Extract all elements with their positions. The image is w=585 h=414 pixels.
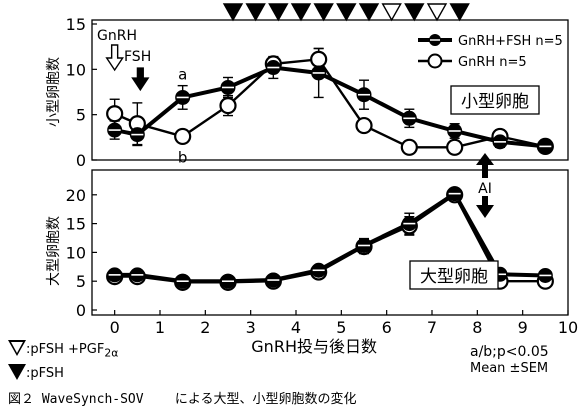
filled-triangle-icon-4 [313, 3, 334, 22]
filled-triangle-icon-3 [290, 3, 312, 22]
legend-note-open-triangle: :pFSH +PGF2α [8, 340, 118, 360]
legend-open-text: :pFSH +PGF [26, 342, 105, 357]
point-letter-a: a [178, 66, 187, 84]
filled-triangle-icon-0 [222, 3, 244, 22]
x-tick-label-5: 5 [336, 318, 346, 337]
legend-note-filled-triangle: :pFSH [8, 364, 64, 381]
legend-label-filled: GnRH+FSH n=5 [458, 34, 563, 49]
x-tick-label-3: 3 [246, 318, 256, 337]
filled-triangle-icon-1 [245, 3, 266, 22]
y-axis-label-bottom: 大型卵胞数 [46, 216, 62, 286]
small-follicle-plot: 0 5 10 15 小型卵胞数 a b 小型卵胞 GnRH FSH [46, 15, 569, 170]
x-tick-label-8: 8 [472, 318, 482, 337]
large-follicle-plot: 0 5 10 15 20 0 1 2 3 4 5 6 7 8 9 10 GnRH投与後日数 大型卵胞数大型卵胞 [46, 169, 578, 356]
mean-sem-note: Mean ±SEM [470, 361, 549, 376]
figure-caption: 図２ WaveSynch-SOV による大型、小型卵胞数の変化 [8, 392, 357, 407]
y-tick-label-bottom-15: 15 [66, 215, 86, 234]
y-tick-label-bottom-20: 20 [66, 186, 86, 205]
y-tick-label-bottom-10: 10 [66, 243, 86, 262]
ai-label: AI [478, 181, 492, 197]
gnrh-arrow-icon [105, 44, 124, 72]
top-point-open-6 [355, 116, 373, 135]
x-tick-label-1: 1 [155, 318, 165, 337]
significance-note: a/b;p<0.05 [470, 344, 549, 360]
y-tick-label-bottom-0: 0 [76, 301, 86, 320]
bottom-plot-frame [91, 169, 569, 316]
filled-triangle-icon-2 [268, 3, 289, 22]
top-point-open-2 [174, 127, 192, 146]
filled-triangle-icon-5 [336, 3, 357, 22]
open-triangle-icon-9 [426, 3, 448, 22]
chart-annotations: AI [476, 153, 494, 218]
small-follicle-label-frame [450, 85, 540, 115]
y-tick-label-top-5: 5 [76, 106, 86, 125]
x-tick-label-0: 0 [110, 318, 120, 337]
x-tick-label-10: 10 [558, 318, 578, 337]
open-triangle-icon [8, 340, 26, 356]
legend-open-sub: 2α [104, 346, 119, 360]
filled-triangle-icon [8, 364, 26, 380]
series-legend: GnRH+FSH n=5 GnRH n=5 [418, 34, 563, 70]
fsh-arrow-label: FSH [124, 49, 151, 65]
top-point-open-0 [106, 105, 124, 123]
gnrh-arrow-label: GnRH [97, 28, 137, 44]
top-point-open-3 [219, 96, 237, 115]
top-point-open-5 [310, 50, 328, 68]
top-point-open-7 [400, 138, 418, 156]
y-tick-label-top-10: 10 [66, 60, 86, 79]
large-follicle-label-frame [409, 260, 499, 290]
y-axis-label-top: 小型卵胞数 [46, 57, 62, 127]
x-tick-label-6: 6 [382, 318, 392, 337]
y-tick-label-top-15: 15 [66, 15, 86, 34]
filled-triangle-icon-10 [449, 3, 470, 22]
filled-triangle-icon-6 [358, 3, 380, 22]
legend-filled-text: :pFSH [26, 366, 64, 381]
point-letter-b: b [178, 148, 188, 166]
top-point-open-8 [446, 138, 464, 156]
top-plot-frame [91, 19, 569, 161]
large-follicle-label: 大型卵胞 [420, 267, 488, 287]
open-triangle-icon-7 [381, 3, 402, 22]
legend-marker-open [427, 53, 443, 69]
injection-schedule [222, 3, 470, 22]
x-tick-label-7: 7 [427, 318, 437, 337]
x-axis-label: GnRH投与後日数 [251, 337, 377, 356]
small-follicle-label: 小型卵胞 [461, 92, 529, 112]
x-tick-label-4: 4 [291, 318, 301, 337]
x-tick-label-9: 9 [518, 318, 528, 337]
y-tick-label-bottom-5: 5 [76, 272, 86, 291]
y-tick-label-top-0: 0 [76, 151, 86, 170]
legend-label-open: GnRH n=5 [458, 55, 527, 70]
x-tick-label-2: 2 [200, 318, 210, 337]
ai-label-bg [476, 178, 494, 196]
fsh-arrow-icon [131, 67, 150, 92]
filled-triangle-icon-8 [404, 3, 425, 22]
